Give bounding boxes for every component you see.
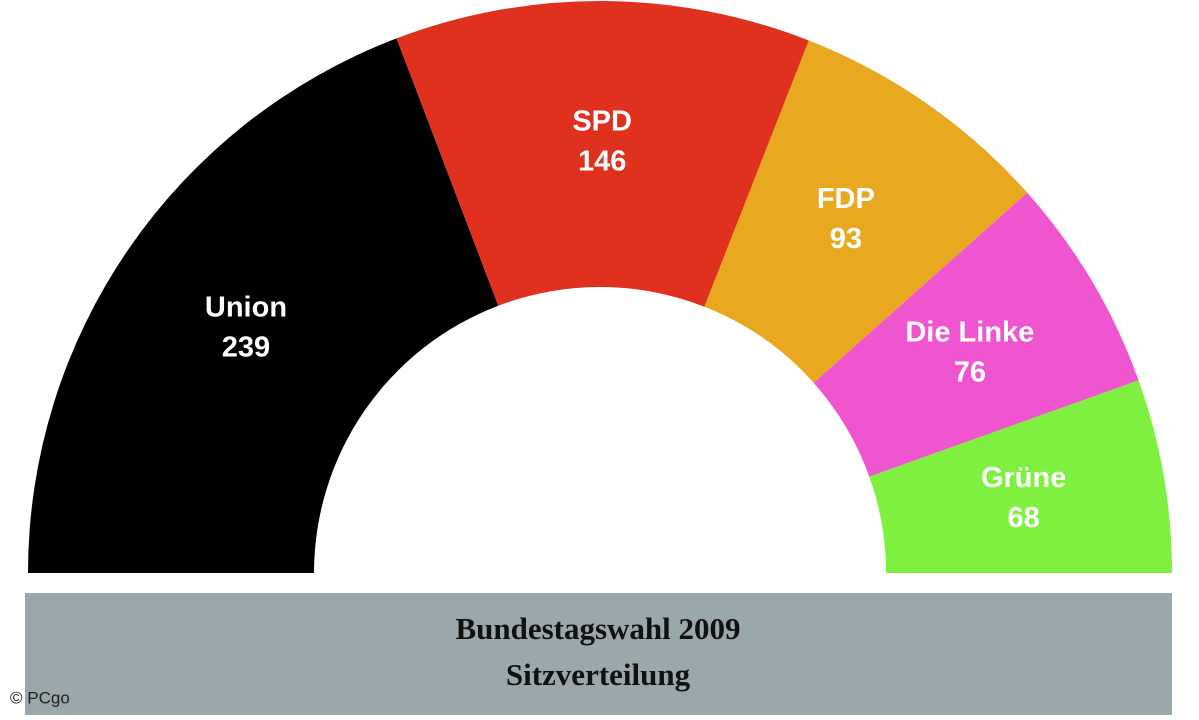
title-box	[25, 593, 1172, 715]
segment	[813, 192, 1139, 477]
segment-name: Union	[205, 292, 287, 324]
segment-value: 68	[1008, 502, 1040, 534]
segment-value: 146	[578, 146, 626, 178]
credit: © PCgo	[10, 688, 70, 707]
chart-subtitle: Sitzverteilung	[506, 657, 691, 692]
segment-value: 93	[830, 223, 862, 255]
segment	[28, 38, 499, 574]
segment-name: FDP	[817, 183, 875, 215]
segment-value: 239	[222, 332, 270, 364]
segment-value: 76	[954, 356, 986, 388]
segment	[869, 380, 1172, 573]
segment-name: Grüne	[981, 462, 1066, 494]
chart-title: Bundestagswahl 2009	[455, 611, 740, 646]
segment-name: SPD	[572, 106, 632, 138]
segment	[396, 1, 809, 307]
segment	[704, 40, 1028, 383]
segment-name: Die Linke	[905, 316, 1034, 348]
